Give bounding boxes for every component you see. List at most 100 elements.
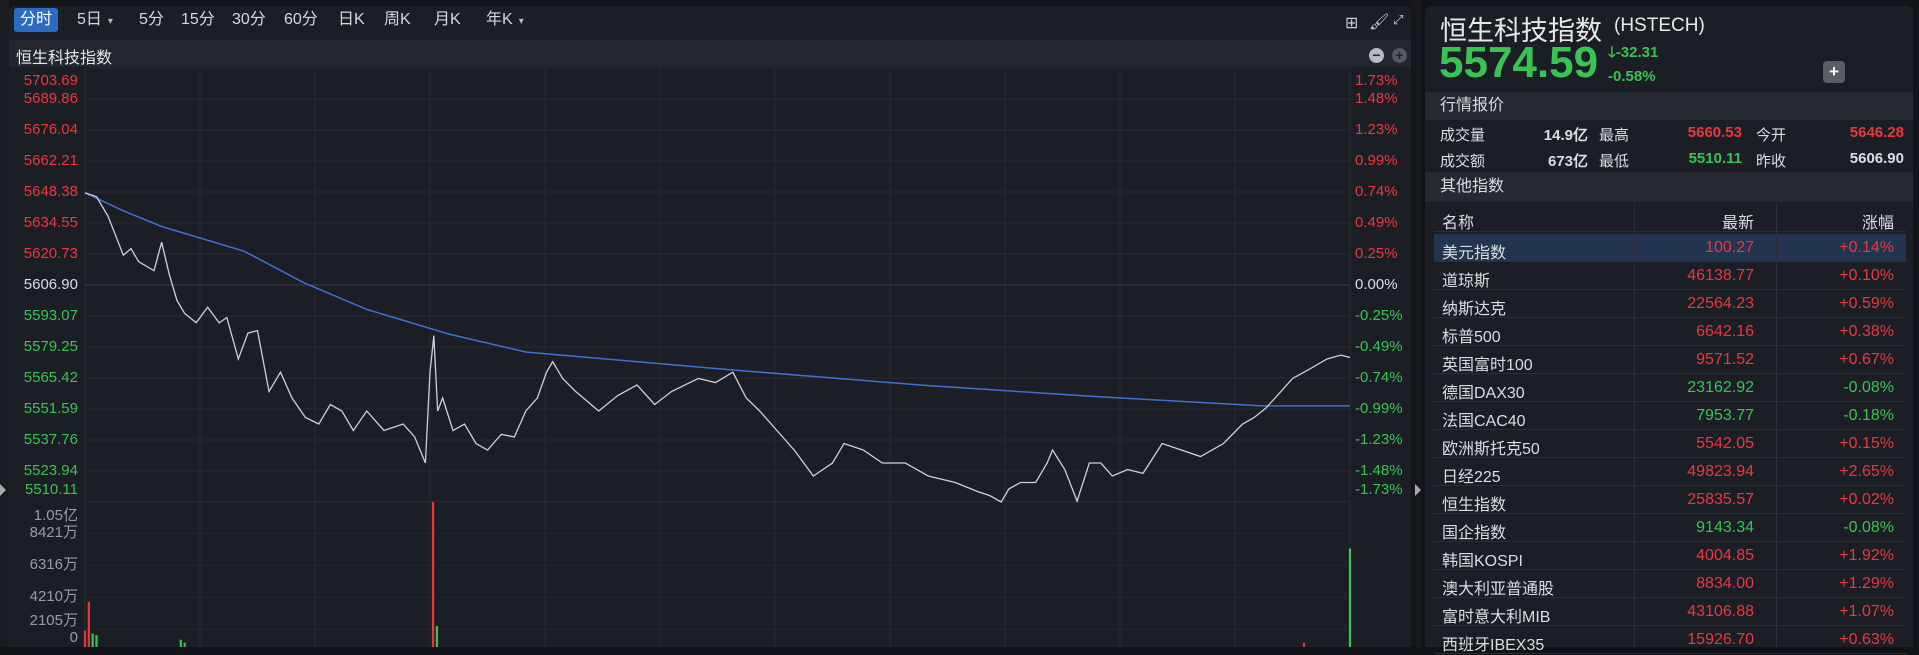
fullscreen-icon[interactable]: ⤢ xyxy=(1393,12,1404,27)
last-cell: 8834.00 xyxy=(1696,575,1754,592)
change-cell: +0.59% xyxy=(1839,295,1894,312)
table-row[interactable]: 韩国KOSPI 4004.85 +1.92% xyxy=(1434,542,1906,570)
zoom-in-icon[interactable]: + xyxy=(1392,48,1407,63)
axis-tick-label: 0.00% xyxy=(1355,276,1398,293)
grid-layout-icon[interactable]: ⊞ xyxy=(1345,15,1359,32)
name-cell: 标普500 xyxy=(1442,329,1501,346)
axis-tick-label: 8421万 xyxy=(29,524,78,541)
timeframe-label: 15分 xyxy=(181,11,215,28)
axis-tick-label: -0.99% xyxy=(1355,400,1403,417)
table-row[interactable]: 标普500 6642.16 +0.38% xyxy=(1434,318,1906,346)
name-cell: 英国富时100 xyxy=(1442,357,1533,374)
timeframe-tab[interactable]: 年K ▾ xyxy=(482,8,528,32)
name-cell: 欧洲斯托克50 xyxy=(1442,441,1540,458)
table-row[interactable]: 美元指数 100.27 +0.14% xyxy=(1434,234,1906,262)
table-row[interactable]: 恒生指数 25835.57 +0.02% xyxy=(1434,486,1906,514)
axis-tick-label: 0.49% xyxy=(1355,214,1398,231)
name-cell: 名称 xyxy=(1442,215,1475,232)
axis-tick-label: 4210万 xyxy=(29,588,78,605)
table-row[interactable]: 纳斯达克 22564.23 +0.59% xyxy=(1434,290,1906,318)
timeframe-tab[interactable]: 60分 xyxy=(280,8,322,32)
table-row[interactable]: 西班牙IBEX35 15926.70 +0.63% xyxy=(1434,626,1906,654)
name-cell: 韩国KOSPI xyxy=(1442,553,1523,570)
brush-icon[interactable]: 🖌 xyxy=(1369,14,1390,31)
last-cell: 9143.34 xyxy=(1696,519,1754,536)
left-collapse-strip[interactable] xyxy=(0,0,9,647)
timeframe-tab[interactable]: 日K xyxy=(334,8,369,32)
timeframe-tab[interactable]: 5日 ▾ xyxy=(73,8,117,32)
axis-tick-label: 1.23% xyxy=(1355,120,1398,138)
timeframe-label: 月K xyxy=(434,11,461,28)
chart-title-bar xyxy=(9,40,1411,67)
high-value: 5660.53 xyxy=(1687,124,1742,141)
table-header: 名称 最新 涨幅 xyxy=(1434,204,1906,232)
timeframe-label: 分时 xyxy=(20,11,53,28)
timeframe-tab[interactable]: 15分 xyxy=(177,8,219,32)
name-cell: 纳斯达克 xyxy=(1442,301,1507,318)
table-row[interactable]: 德国DAX30 23162.92 -0.08% xyxy=(1434,374,1906,402)
axis-tick-label: 0 xyxy=(69,629,78,646)
table-row[interactable]: 道琼斯 46138.77 +0.10% xyxy=(1434,262,1906,290)
change-cell: +1.29% xyxy=(1839,575,1894,592)
timeframe-tab[interactable]: 周K xyxy=(380,8,415,32)
intraday-chart[interactable] xyxy=(0,0,1412,647)
axis-tick-label: 5537.76 xyxy=(23,431,78,448)
name-cell: 国企指数 xyxy=(1442,525,1507,542)
change-cell: +0.67% xyxy=(1839,351,1894,368)
open-label: 今开 xyxy=(1756,127,1787,144)
timeframe-label: 60分 xyxy=(284,11,318,28)
name-cell: 德国DAX30 xyxy=(1442,385,1525,402)
other-indices-header: 其他指数 xyxy=(1425,172,1913,202)
panel-separator[interactable] xyxy=(1412,0,1422,647)
table-row[interactable]: 国企指数 9143.34 -0.08% xyxy=(1434,514,1906,542)
last-cell: 43106.88 xyxy=(1687,603,1754,620)
change-cell: +0.14% xyxy=(1839,239,1894,256)
timeframe-tab[interactable]: 月K xyxy=(430,8,465,32)
table-row[interactable]: 欧洲斯托克50 5542.05 +0.15% xyxy=(1434,430,1906,458)
axis-tick-label: 5593.07 xyxy=(23,307,78,324)
timeframe-tab[interactable]: 分时 xyxy=(14,8,59,32)
change-cell: 涨幅 xyxy=(1861,215,1894,232)
timeframe-tab[interactable]: 30分 xyxy=(228,8,270,32)
axis-tick-label: 5551.59 xyxy=(23,400,78,417)
last-cell: 5542.05 xyxy=(1696,435,1754,452)
chart-panel xyxy=(9,6,1411,647)
axis-tick-label: 0.25% xyxy=(1355,244,1398,262)
axis-tick-label: 6316万 xyxy=(29,555,78,573)
average-price-line xyxy=(84,192,1350,407)
timeframe-tab[interactable]: 5分 xyxy=(135,8,168,32)
collapse-right-arrow-icon[interactable] xyxy=(1415,484,1421,496)
table-row[interactable]: 英国富时100 9571.52 +0.67% xyxy=(1434,346,1906,374)
last-cell: 15926.70 xyxy=(1687,631,1754,648)
axis-tick-label: 1.05亿 xyxy=(33,507,78,524)
axis-tick-label: -0.74% xyxy=(1355,368,1403,386)
name-cell: 恒生指数 xyxy=(1442,497,1507,514)
chevron-down-icon: ▾ xyxy=(107,16,113,27)
volume-value: 14.9亿 xyxy=(1543,127,1588,144)
axis-tick-label: 5648.38 xyxy=(23,183,78,200)
quote-code: (HSTECH) xyxy=(1614,15,1705,36)
axis-tick-label: 5579.25 xyxy=(23,337,78,355)
axis-tick-label: 1.48% xyxy=(1355,90,1398,107)
market-section-header: 行情报价 xyxy=(1425,92,1913,120)
axis-tick-label: -0.25% xyxy=(1355,307,1403,324)
name-cell: 美元指数 xyxy=(1442,245,1507,262)
change-cell: -0.18% xyxy=(1843,407,1894,424)
price-line xyxy=(84,192,1351,504)
change-cell: +0.10% xyxy=(1839,267,1894,284)
timeframe-label: 日K xyxy=(338,11,365,28)
table-row[interactable]: 法国CAC40 7953.77 -0.18% xyxy=(1434,402,1906,430)
table-row[interactable]: 日经225 49823.94 +2.65% xyxy=(1434,458,1906,486)
axis-tick-label: 5689.86 xyxy=(23,90,78,107)
axis-tick-label: -1.23% xyxy=(1355,431,1403,448)
table-row[interactable]: 澳大利亚普通股 8834.00 +1.29% xyxy=(1434,570,1906,598)
table-row[interactable]: 富时意大利MIB 43106.88 +1.07% xyxy=(1434,598,1906,626)
last-cell: 22564.23 xyxy=(1687,295,1754,312)
add-watchlist-button[interactable]: + xyxy=(1823,61,1845,83)
last-cell: 最新 xyxy=(1721,215,1754,232)
timeframe-label: 周K xyxy=(384,11,411,28)
axis-tick-label: 0.99% xyxy=(1355,151,1398,169)
expand-left-arrow-icon[interactable] xyxy=(0,484,6,496)
name-cell: 澳大利亚普通股 xyxy=(1442,581,1555,598)
zoom-out-icon[interactable]: − xyxy=(1369,48,1384,63)
